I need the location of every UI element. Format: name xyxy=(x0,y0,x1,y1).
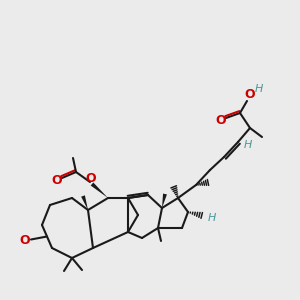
Text: H: H xyxy=(244,140,252,150)
Text: H: H xyxy=(255,84,263,94)
Text: H: H xyxy=(208,213,216,223)
Polygon shape xyxy=(91,182,108,198)
Text: O: O xyxy=(86,172,96,185)
Text: O: O xyxy=(52,175,62,188)
Text: O: O xyxy=(245,88,255,101)
Polygon shape xyxy=(81,195,88,210)
Text: O: O xyxy=(216,113,226,127)
Polygon shape xyxy=(162,194,167,208)
Text: O: O xyxy=(20,234,30,247)
